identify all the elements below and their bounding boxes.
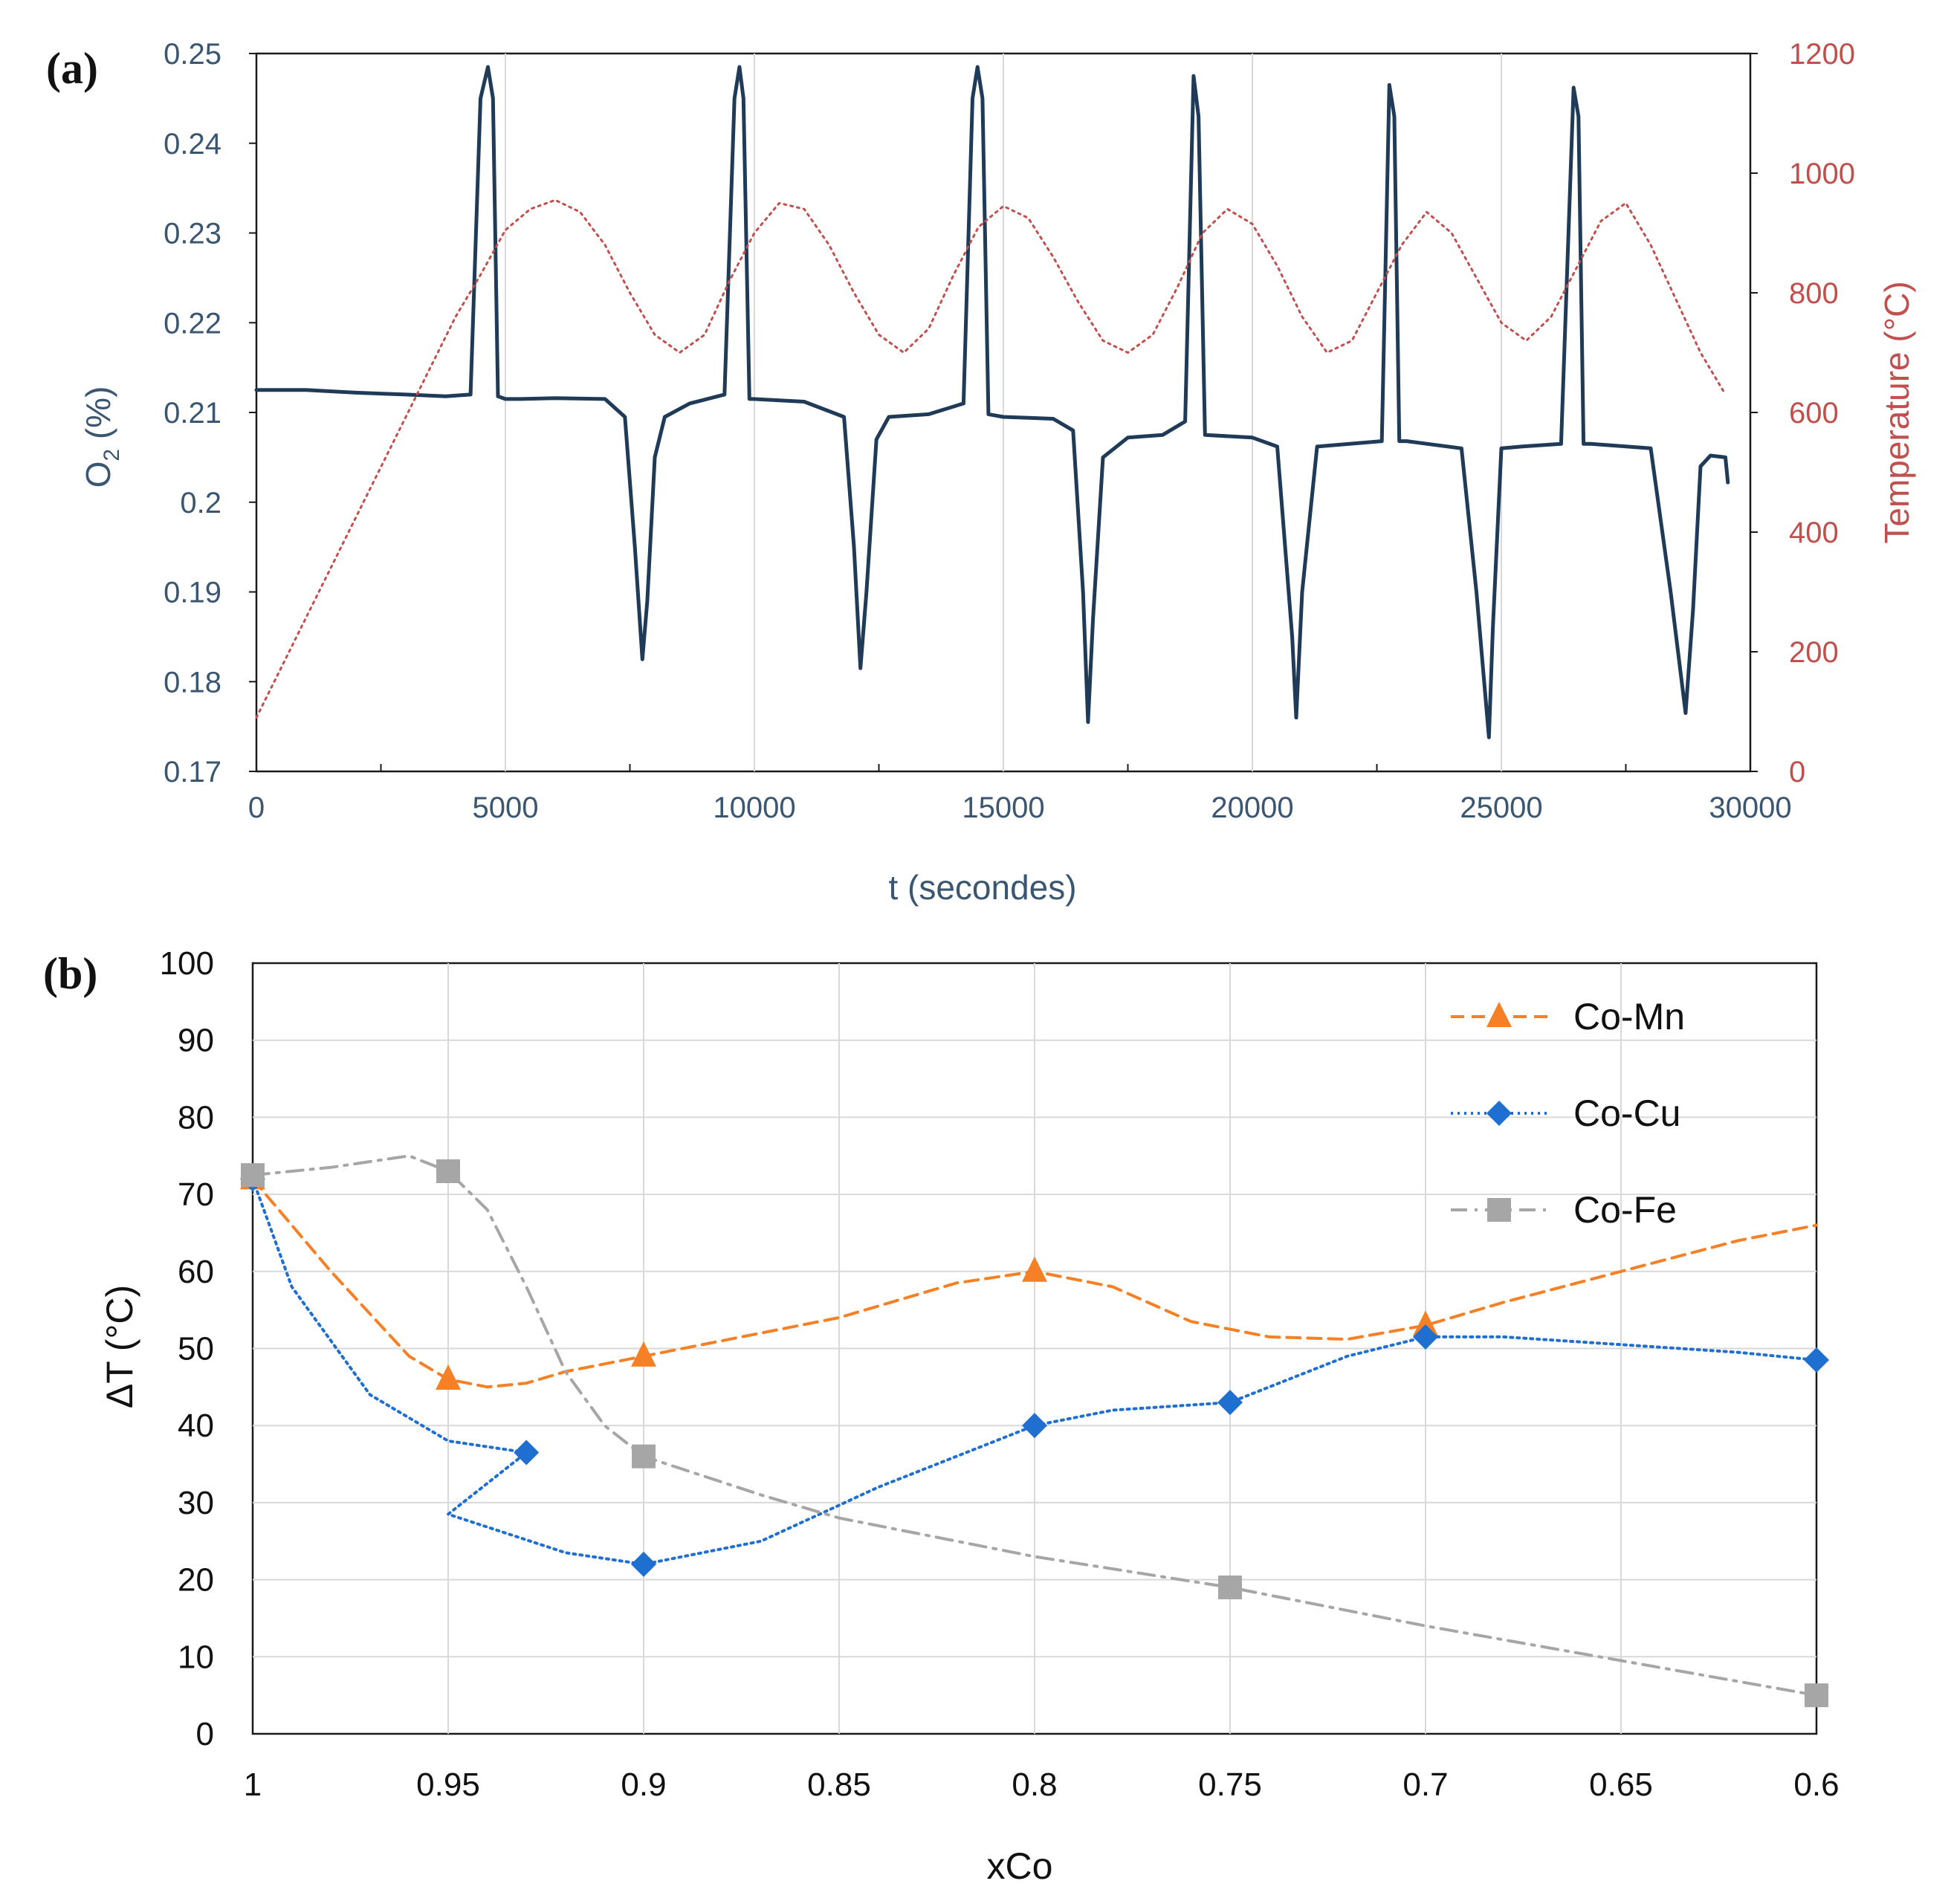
panel-a-y2-tick-label: 200 (1789, 636, 1839, 669)
panel-b-x-tick-label: 0.6 (1793, 1767, 1839, 1803)
panel-a-x-tick-label: 15000 (962, 791, 1044, 824)
panel-b-y-tick-label: 50 (178, 1331, 214, 1367)
panel-a-x-tick-label: 20000 (1211, 791, 1293, 824)
panel-b-point-co-cu (1413, 1324, 1438, 1350)
panel-a-x-tick-label: 25000 (1460, 791, 1542, 824)
panel-a-y-tick-label: 0.25 (164, 38, 221, 71)
panel-a-y-axis-title-main: O (79, 462, 117, 488)
panel-b-x-tick-label: 0.95 (416, 1767, 480, 1803)
panel-b-y-tick-label: 100 (160, 945, 214, 982)
panel-a-y-tick-label: 0.23 (164, 218, 221, 250)
panel-b-line-co-fe (251, 1154, 1818, 1697)
panel-b-point-co-cu (1804, 1347, 1829, 1373)
legend-label-co-fe: Co-Fe (1573, 1189, 1677, 1231)
panel-a-y-tick-label: 0.18 (164, 666, 221, 699)
panel-b-label: (b) (43, 949, 97, 998)
panel-a-y-tick-label: 0.19 (164, 577, 221, 609)
panel-a-x-axis-title: t (secondes) (888, 868, 1076, 907)
panel-b-series-co-fe (241, 1154, 1828, 1708)
panel-a-y-axis-title-tail: (%) (79, 386, 117, 449)
panel-b-x-tick-label: 0.85 (807, 1767, 871, 1803)
panel-b-point-co-fe (241, 1163, 265, 1188)
panel-a-chart: 0 5000 10000 15000 20000 25000 300000.170.180.… (46, 38, 1916, 907)
panel-a-y2-tick-label: 800 (1789, 277, 1839, 310)
panel-b-point-co-fe (1218, 1575, 1242, 1599)
panel-b-point-co-fe (632, 1444, 656, 1469)
panel-b-point-co-fe (1805, 1683, 1828, 1708)
panel-b-point-co-cu (1022, 1413, 1047, 1439)
panel-a-y-tick-label: 0.2 (180, 487, 221, 519)
panel-b-point-co-mn (631, 1341, 656, 1367)
panel-b-point-co-cu (631, 1551, 656, 1577)
panel-a-series-temperature (255, 198, 1727, 719)
panel-a-x-tick-label: 0 (248, 791, 265, 824)
panel-a-label: (a) (46, 44, 98, 93)
panel-b-y-tick-label: 40 (178, 1408, 214, 1444)
panel-b-y-tick-label: 80 (178, 1099, 214, 1136)
panel-b-x-tick-label: 1 (244, 1767, 262, 1803)
panel-a-y-tick-label: 0.22 (164, 307, 221, 340)
panel-a-y-tick-label: 0.24 (164, 128, 221, 161)
panel-a-y2-tick-label: 1000 (1789, 158, 1855, 190)
panel-b-series (240, 1154, 1829, 1708)
panel-b-point-co-cu (1217, 1390, 1243, 1416)
panel-b-y-tick-label: 90 (178, 1023, 214, 1059)
panel-a-y-axis-title: O2 (%) (79, 386, 124, 488)
panel-b-y-axis-title: ΔT (°C) (99, 1285, 140, 1408)
panel-a-series-o2 (254, 65, 1730, 739)
panel-b-y-tick-label: 20 (178, 1562, 214, 1599)
panel-b-ticks: 1 0.95 0.9 0.85 0.8 0.75 0.7 0.65 0.6 0 10 20 30 40 50… (160, 945, 1840, 1803)
panel-a-y-axis-title-sub: 2 (100, 449, 124, 462)
legend-item-co-fe: Co-Fe (1451, 1189, 1677, 1231)
panel-b-line-co-mn (251, 1177, 1818, 1389)
panel-b-x-tick-label: 0.75 (1198, 1767, 1262, 1803)
panel-a-y-tick-label: 0.17 (164, 756, 221, 789)
panel-b-line-co-cu (251, 1177, 1818, 1566)
panel-a-ticks: 0 5000 10000 15000 20000 25000 300000.170.180.… (164, 38, 1855, 824)
panel-b-point-co-mn (1413, 1310, 1438, 1336)
panel-b-series-co-mn (240, 1164, 1818, 1390)
panel-a-y2-tick-label: 600 (1789, 397, 1839, 430)
panel-a-y2-tick-label: 1200 (1789, 38, 1855, 71)
panel-b-y-tick-label: 30 (178, 1485, 214, 1521)
legend-item-co-cu: Co-Cu (1451, 1092, 1680, 1134)
panel-b-chart: 1 0.95 0.9 0.85 0.8 0.75 0.7 0.65 0.6 0 10 20 30 40 50… (43, 945, 1840, 1887)
panel-b-letter: b (58, 949, 82, 998)
panel-b-x-tick-label: 0.8 (1012, 1767, 1057, 1803)
panel-b-y-tick-label: 10 (178, 1639, 214, 1675)
panel-a-y2-tick-label: 0 (1789, 756, 1805, 789)
panel-b-y-tick-label: 0 (196, 1716, 214, 1752)
panel-b-point-co-mn (436, 1364, 461, 1390)
panel-b-x-tick-label: 0.9 (621, 1767, 666, 1803)
panel-a-x-tick-label: 5000 (473, 791, 539, 824)
panel-a-x-tick-label: 30000 (1709, 791, 1791, 824)
panel-b-grid (253, 963, 1816, 1734)
panel-a-series (254, 65, 1730, 739)
panel-a-y-tick-label: 0.21 (164, 397, 221, 430)
panel-b-x-tick-label: 0.65 (1589, 1767, 1653, 1803)
panel-b-point-co-fe (436, 1159, 460, 1183)
legend-marker-co-cu (1486, 1101, 1512, 1126)
panel-b-point-co-mn (1022, 1256, 1047, 1282)
panel-b-x-axis-title: xCo (987, 1845, 1053, 1887)
panel-b-x-tick-label: 0.7 (1402, 1767, 1448, 1803)
legend-label-co-cu: Co-Cu (1573, 1092, 1680, 1134)
legend-label-co-mn: Co-Mn (1573, 996, 1685, 1037)
panel-a-x-tick-label: 10000 (713, 791, 795, 824)
legend-marker-co-fe (1487, 1198, 1511, 1222)
panel-b-legend: Co-Mn Co-Cu Co-Fe (1451, 996, 1685, 1231)
panel-a-letter: a (61, 44, 83, 93)
panel-a-y2-tick-label: 400 (1789, 517, 1839, 549)
panel-b-y-tick-label: 60 (178, 1254, 214, 1290)
panel-a-y2-axis-title: Temperature (°C) (1877, 281, 1916, 543)
panel-a-grid (505, 54, 1502, 771)
legend-marker-co-mn (1486, 1002, 1512, 1027)
panel-b-y-tick-label: 70 (178, 1176, 214, 1213)
panel-b-point-co-cu (514, 1440, 540, 1466)
legend-item-co-mn: Co-Mn (1451, 996, 1685, 1037)
